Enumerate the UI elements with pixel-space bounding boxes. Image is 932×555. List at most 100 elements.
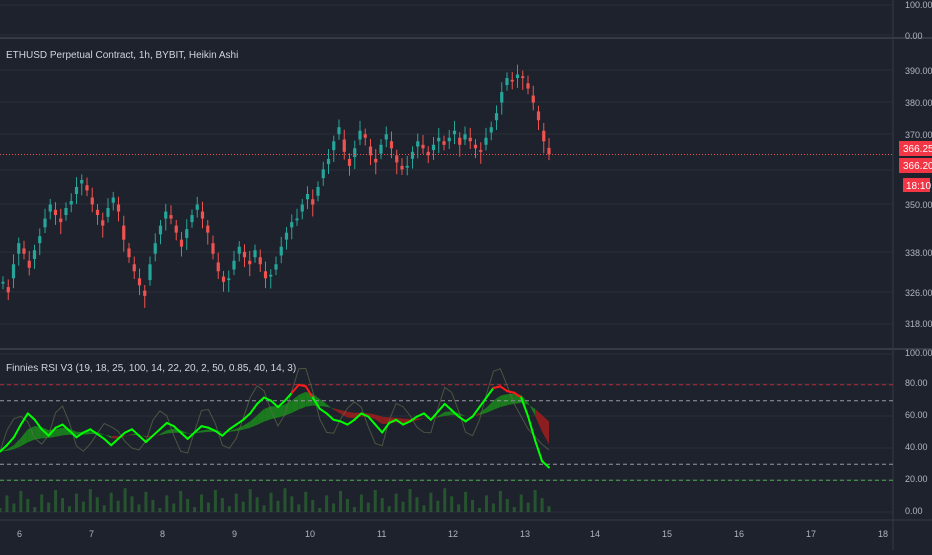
histogram-bar: [221, 498, 224, 512]
histogram-bar: [75, 494, 78, 512]
histogram-bar: [117, 501, 120, 512]
candle-body: [28, 261, 31, 268]
candle-body: [421, 145, 424, 149]
rsi-level-label: 40.00: [905, 442, 928, 452]
candle-body: [138, 278, 141, 285]
histogram-bar: [137, 504, 140, 512]
price-label: 380.00: [905, 98, 932, 108]
histogram-bar: [381, 498, 384, 512]
histogram-bar: [520, 495, 523, 513]
candle-body: [54, 210, 57, 215]
candle-body: [227, 278, 230, 280]
histogram-bar: [422, 505, 425, 512]
candle-body: [311, 199, 314, 204]
candle-body: [253, 250, 256, 257]
histogram-bar: [68, 506, 71, 512]
candle-body: [416, 141, 419, 146]
histogram-bar: [89, 489, 92, 512]
candle-body: [106, 208, 109, 217]
candle-body: [479, 150, 482, 152]
histogram-bar: [193, 507, 196, 512]
candle-body: [458, 138, 461, 145]
candle-body: [269, 275, 272, 277]
price-label: 338.00: [905, 248, 932, 258]
time-label: 12: [448, 529, 458, 539]
histogram-bar: [61, 498, 64, 512]
candle-body: [374, 159, 377, 163]
candle-body: [453, 131, 456, 135]
candle-body: [38, 236, 41, 243]
current-price-badge: 366.20: [903, 161, 932, 172]
histogram-bar: [374, 490, 377, 512]
candle-body: [379, 145, 382, 154]
candle-body: [259, 257, 262, 264]
histogram-bar: [415, 497, 418, 512]
candle-body: [70, 201, 73, 205]
candle-body: [532, 96, 535, 103]
candle-body: [285, 233, 288, 240]
candle-body: [505, 78, 508, 85]
candle-body: [437, 138, 440, 142]
time-label: 13: [520, 529, 530, 539]
histogram-bar: [464, 492, 467, 512]
histogram-bar: [82, 502, 85, 512]
histogram-bar: [165, 495, 168, 512]
histogram-bar: [19, 491, 22, 512]
histogram-bar: [513, 507, 516, 512]
histogram-bar: [353, 507, 356, 512]
histogram-bar: [179, 491, 182, 512]
candle-body: [442, 141, 445, 145]
histogram-bar: [318, 508, 321, 512]
histogram-bar: [527, 503, 530, 512]
candle-body: [7, 287, 10, 292]
candle-body: [33, 250, 36, 259]
price-label: 350.00: [905, 200, 932, 210]
histogram-bar: [276, 501, 279, 512]
histogram-bar: [158, 508, 161, 512]
time-label: 6: [17, 529, 22, 539]
candle-body: [343, 140, 346, 152]
histogram-bar: [311, 500, 314, 512]
candle-body: [516, 75, 519, 79]
candle-body: [474, 145, 477, 149]
candle-body: [448, 138, 451, 142]
candle-body: [127, 248, 130, 257]
candle-body: [101, 220, 104, 225]
candle-body: [43, 219, 46, 228]
histogram-bar: [297, 504, 300, 512]
candle-body: [232, 261, 235, 270]
candle-body: [332, 141, 335, 150]
candle-body: [180, 240, 183, 247]
histogram-bar: [339, 491, 342, 512]
histogram-bar: [131, 496, 134, 512]
histogram-bar: [325, 495, 328, 512]
histogram-bar: [429, 493, 432, 512]
candle-body: [490, 127, 493, 132]
candle-body: [185, 229, 188, 238]
candle-body: [511, 80, 514, 82]
histogram-bar: [395, 494, 398, 512]
candle-body: [385, 134, 388, 139]
candle-body: [290, 222, 293, 227]
candle-body: [353, 148, 356, 157]
histogram-bar: [110, 493, 113, 512]
time-label: 8: [160, 529, 165, 539]
candle-body: [169, 215, 172, 219]
current-price-badges: 366.25 366.20 18:10: [899, 141, 932, 192]
candle-body: [243, 252, 246, 257]
rsi-cloud-segment: [347, 412, 354, 419]
histogram-bar: [332, 504, 335, 513]
candle-body: [49, 205, 52, 212]
price-label: 326.00: [905, 288, 932, 298]
time-label: 7: [89, 529, 94, 539]
candle-body: [547, 148, 550, 155]
candle-body: [542, 131, 545, 142]
price-label: 390.00: [905, 66, 932, 76]
histogram-bar: [144, 492, 147, 512]
histogram-bar: [103, 505, 106, 512]
histogram-bar: [409, 489, 412, 512]
histogram-bar: [471, 500, 474, 512]
time-label: 14: [590, 529, 600, 539]
